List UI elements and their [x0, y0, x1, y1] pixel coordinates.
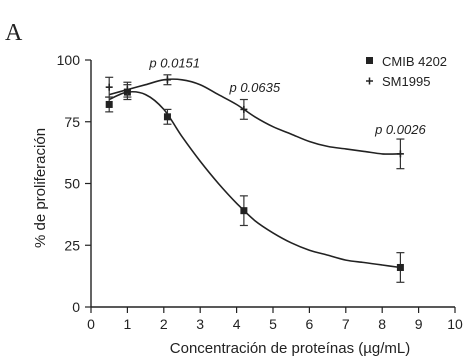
square-marker: [240, 207, 248, 215]
data-point-2: [163, 74, 172, 86]
series-curve-2: [108, 78, 401, 155]
x-tick-label: 5: [269, 316, 277, 332]
y-tick-label: 0: [72, 299, 80, 315]
panel-letter: A: [5, 20, 23, 46]
series-points: [105, 74, 405, 283]
y-axis-title: % de proliferación: [32, 128, 49, 248]
p-value-annotation: p 0.0151: [148, 55, 200, 70]
data-point-1: [396, 252, 405, 283]
square-marker: [163, 113, 171, 121]
legend-label: CMIB 4202: [382, 54, 447, 69]
data-point-1: [239, 195, 248, 227]
y-tick-label: 50: [64, 176, 80, 192]
x-tick-label: 6: [306, 316, 314, 332]
x-tick-label: 4: [233, 316, 241, 332]
legend-label: SM1995: [382, 74, 430, 89]
x-axis-title: Concentración de proteínas (µg/mL): [170, 340, 410, 357]
data-point-2: [105, 76, 114, 98]
series-curve-1: [108, 90, 401, 269]
x-tick-label: 7: [342, 316, 350, 332]
data-point-1: [163, 108, 172, 125]
p-value-annotation: p 0.0635: [228, 80, 280, 95]
x-tick-label: 0: [87, 316, 95, 332]
x-tick-label: 2: [160, 316, 168, 332]
data-point-2: [123, 81, 132, 98]
y-tick-label: 75: [64, 114, 80, 130]
square-marker: [105, 100, 113, 108]
x-ticks: 0 1 2 3 4 5 6 7 8 9 10: [87, 307, 463, 332]
x-tick-label: 10: [447, 316, 463, 332]
y-ticks: 0 25 50 75 100: [57, 52, 91, 315]
x-tick-label: 8: [378, 316, 386, 332]
p-value-annotation: p 0.0026: [374, 122, 426, 137]
square-marker: [396, 263, 404, 271]
x-tick-label: 3: [196, 316, 204, 332]
data-point-1: [105, 96, 114, 113]
data-point-2: [396, 138, 405, 170]
x-tick-label: 1: [124, 316, 132, 332]
y-tick-label: 100: [57, 52, 81, 68]
legend-square-icon: [366, 57, 373, 64]
x-tick-label: 9: [415, 316, 423, 332]
series-curves: [108, 78, 401, 269]
y-tick-label: 25: [64, 237, 80, 253]
annotations: p 0.0151 p 0.0635 p 0.0026: [148, 55, 426, 137]
legend: CMIB 4202 SM1995: [366, 54, 447, 89]
data-point-2: [239, 98, 248, 120]
